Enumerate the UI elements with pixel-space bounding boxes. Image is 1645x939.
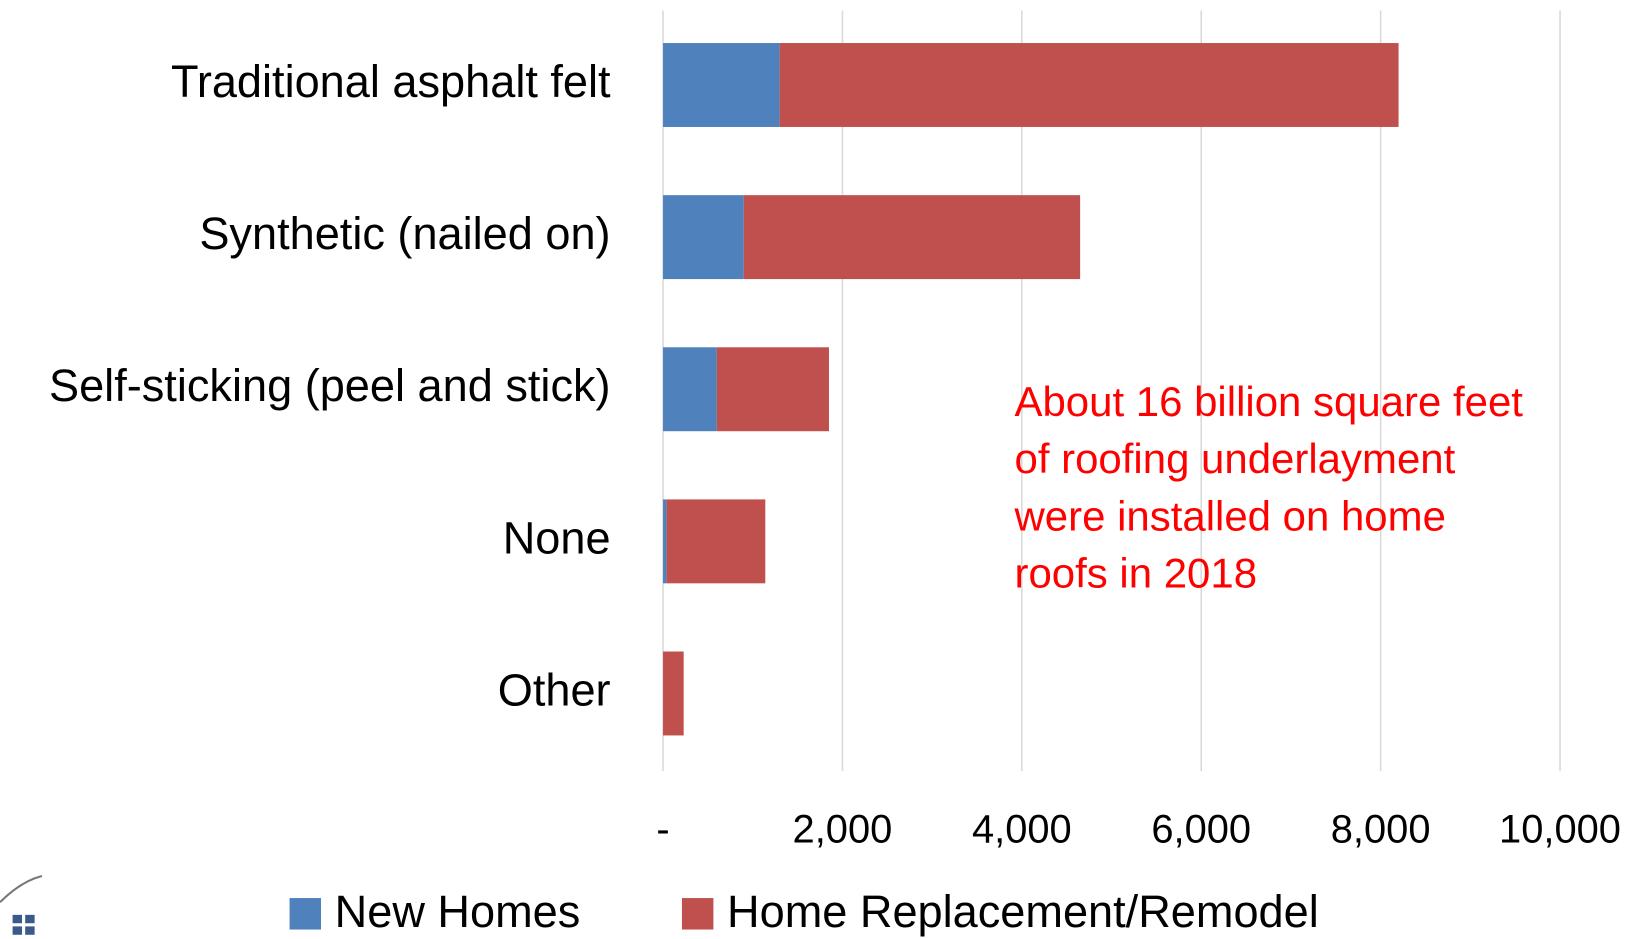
- bar-segment: [663, 499, 667, 584]
- legend-label: Home Replacement/Remodel: [727, 886, 1319, 937]
- category-label: Other: [498, 664, 611, 715]
- bar-segment: [716, 347, 829, 432]
- category-label: Synthetic (nailed on): [199, 208, 610, 259]
- bar-segment: [663, 195, 744, 280]
- legend-swatch: [681, 898, 714, 930]
- bar-segment: [779, 43, 1399, 127]
- bar-segment: [663, 651, 684, 736]
- category-label: None: [503, 512, 611, 563]
- bar-segment: [663, 347, 717, 432]
- x-tick-label: 4,000: [972, 807, 1072, 851]
- bar-segment: [663, 43, 780, 127]
- bar-segment: [666, 499, 766, 584]
- x-tick-label: 6,000: [1151, 807, 1251, 851]
- annotation: of roofing underlayment: [1014, 435, 1455, 482]
- annotation: About 16 billion square feet: [1014, 378, 1523, 425]
- annotation: roofs in 2018: [1014, 550, 1257, 597]
- x-tick-label: 10,000: [1499, 807, 1621, 851]
- category-label: Self-sticking (peel and stick): [49, 360, 611, 411]
- legend-label: New Homes: [335, 886, 581, 937]
- annotation: were installed on home: [1013, 492, 1445, 539]
- category-label: Traditional asphalt felt: [171, 56, 611, 107]
- logo: [0, 875, 43, 935]
- legend-swatch: [289, 898, 322, 930]
- x-tick-label: 2,000: [793, 807, 893, 851]
- bar-segment: [743, 195, 1081, 280]
- x-tick-label: -: [656, 807, 669, 851]
- x-tick-label: 8,000: [1331, 807, 1431, 851]
